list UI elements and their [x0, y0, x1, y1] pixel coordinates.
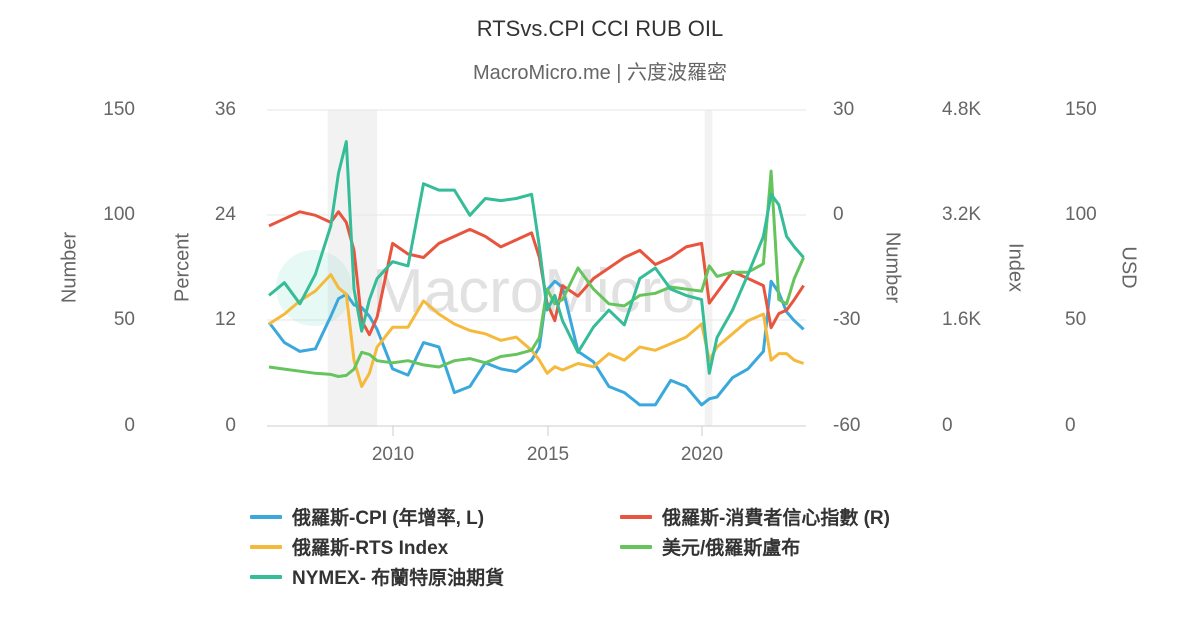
y-left-inner-tick: 24: [214, 204, 236, 225]
y-right-outer-tick: 100: [1065, 204, 1097, 225]
y-right-outer-tick: 50: [1065, 309, 1087, 330]
x-tick: 2020: [680, 444, 724, 465]
y-right-outer-tick: 0: [1065, 415, 1076, 436]
y-right-middle-tick: 3.2K: [942, 204, 982, 225]
y-right-inner-tick: 0: [833, 204, 844, 225]
y-right-middle-tick: 0: [942, 415, 953, 436]
legend-label: 俄羅斯-RTS Index: [292, 538, 449, 559]
y-left-inner-tick: 12: [214, 309, 236, 330]
y-right-middle-tick: 1.6K: [942, 309, 982, 330]
legend-label: 美元/俄羅斯盧布: [662, 538, 801, 559]
gridlines: [267, 109, 806, 436]
legend-item-rts-index[interactable]: 俄羅斯-RTS Index: [250, 533, 448, 560]
legend-swatch-icon: [250, 574, 282, 579]
y-left-outer-tick: 0: [124, 415, 135, 436]
series-line[interactable]: [268, 140, 805, 375]
y-left-inner-tick: 36: [214, 99, 236, 120]
y-right-outer-tick: 150: [1065, 99, 1097, 120]
y-left-outer-tick: 100: [103, 204, 135, 225]
watermark-text: MacroMicro: [372, 257, 696, 326]
legend-item-russia-cci[interactable]: 俄羅斯-消費者信心指數 (R): [620, 503, 890, 530]
y-left-outer-tick: 150: [103, 99, 135, 120]
y-right-inner-tick: 30: [833, 99, 855, 120]
legend-label: 俄羅斯-CPI (年增率, L): [292, 508, 485, 529]
x-tick: 2015: [526, 444, 570, 465]
legend-swatch-icon: [250, 544, 282, 549]
legend-swatch-icon: [620, 544, 652, 549]
legend-item-brent-oil[interactable]: NYMEX- 布蘭特原油期貨: [250, 563, 504, 590]
series-line[interactable]: [268, 169, 805, 378]
y-right-inner-tick: -30: [833, 309, 861, 330]
y-left-outer-tick: 50: [113, 309, 135, 330]
legend-item-russia-cpi[interactable]: 俄羅斯-CPI (年增率, L): [250, 503, 484, 530]
legend-label: 俄羅斯-消費者信心指數 (R): [662, 508, 890, 529]
legend-swatch-icon: [620, 514, 652, 519]
legend-item-usd-rub[interactable]: 美元/俄羅斯盧布: [620, 533, 800, 560]
y-right-inner-tick: -60: [833, 415, 861, 436]
y-left-inner-tick: 0: [225, 415, 236, 436]
y-right-middle-tick: 4.8K: [942, 99, 982, 120]
series-lines: [267, 140, 805, 407]
legend-label: NYMEX- 布蘭特原油期貨: [292, 568, 505, 589]
chart-title: RTSvs.CPI CCI RUB OIL: [476, 16, 724, 41]
chart-subtitle: MacroMicro.me | 六度波羅密: [472, 62, 728, 84]
legend-swatch-icon: [250, 514, 282, 519]
x-tick: 2010: [371, 444, 415, 465]
